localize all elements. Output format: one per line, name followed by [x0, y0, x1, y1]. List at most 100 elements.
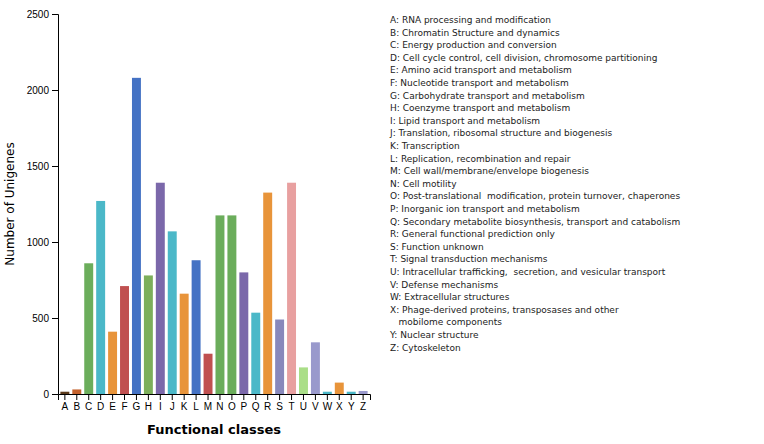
x-tick-label: Y — [348, 401, 355, 412]
x-tick: N — [216, 394, 223, 412]
y-tick-label: 1000 — [27, 237, 50, 248]
x-tick: R — [264, 394, 271, 412]
y-axis-line — [52, 15, 59, 395]
legend-line: Z: Cytoskeleton — [390, 343, 461, 353]
x-axis-title: Functional classes — [147, 422, 281, 437]
legend-line: E: Amino acid transport and metabolism — [390, 65, 572, 75]
bar — [84, 263, 93, 394]
x-tick-mark — [303, 394, 304, 400]
x-tick: K — [181, 394, 188, 412]
x-tick: Y — [348, 394, 355, 412]
legend-line: S: Function unknown — [390, 242, 484, 252]
legend-line: X: Phage-derived proteins, transposases … — [390, 305, 619, 315]
x-tick: H — [145, 394, 152, 412]
legend-line: A: RNA processing and modification — [390, 15, 551, 25]
bar — [180, 294, 189, 394]
legend-line: Q: Secondary metabolite biosynthesis, tr… — [390, 217, 680, 227]
bar — [359, 391, 368, 394]
x-tick-mark — [100, 394, 101, 400]
x-tick-label: M — [204, 401, 212, 412]
x-tick-label: P — [240, 401, 247, 412]
legend-line: U: Intracellular trafficking, secretion,… — [390, 267, 666, 277]
x-tick-mark — [255, 394, 256, 400]
x-tick-label: B — [73, 401, 80, 412]
x-tick-label: Q — [252, 401, 260, 412]
legend-line: mobilome components — [390, 317, 502, 327]
chart: 05001000150020002500ABCDEFGHIJKLMNOPQRST… — [0, 0, 764, 444]
y-tick-mark — [52, 90, 58, 91]
x-tick-mark — [124, 394, 125, 400]
x-tick: P — [240, 394, 247, 412]
y-tick: 1500 — [27, 161, 58, 172]
x-tick-mark — [172, 394, 173, 400]
x-tick: Z — [360, 394, 366, 412]
x-tick-label: A — [62, 401, 69, 412]
x-tick-mark — [267, 394, 268, 400]
bar — [335, 383, 344, 394]
bar — [347, 392, 356, 394]
x-tick-mark — [88, 394, 89, 400]
x-tick-mark — [363, 394, 364, 400]
x-tick-mark — [231, 394, 232, 400]
legend-line: G: Carbohydrate transport and metabolism — [390, 91, 585, 101]
x-tick-mark — [315, 394, 316, 400]
y-tick-label: 1500 — [27, 161, 50, 172]
x-tick: B — [73, 394, 80, 412]
y-tick-mark — [52, 242, 58, 243]
bar — [144, 275, 153, 394]
legend-line: V: Defense mechanisms — [390, 280, 498, 290]
x-tick: O — [228, 394, 236, 412]
legend-line: O: Post-translational modification, prot… — [390, 191, 680, 201]
y-tick-mark — [52, 14, 58, 15]
bar — [311, 342, 320, 394]
x-tick-label: H — [145, 401, 152, 412]
x-tick: Q — [252, 394, 260, 412]
legend-line: P: Inorganic ion transport and metabolis… — [390, 204, 580, 214]
y-tick: 1000 — [27, 237, 58, 248]
y-tick-label: 500 — [32, 313, 49, 324]
legend-line: M: Cell wall/membrane/envelope biogenesi… — [390, 166, 589, 176]
bar — [192, 260, 201, 394]
x-tick-label: I — [159, 401, 162, 412]
x-tick-label: D — [97, 401, 104, 412]
bar — [251, 313, 260, 394]
x-tick-mark — [112, 394, 113, 400]
legend-line: D: Cell cycle control, cell division, ch… — [390, 53, 657, 63]
bar — [72, 389, 81, 394]
bar — [275, 320, 284, 394]
y-axis: 05001000150020002500 — [27, 9, 59, 400]
x-tick: I — [159, 394, 162, 412]
legend-line: L: Replication, recombination and repair — [390, 154, 571, 164]
x-tick: F — [121, 394, 127, 412]
legend-line: C: Energy production and conversion — [390, 40, 557, 50]
x-tick-mark — [136, 394, 137, 400]
x-tick: C — [85, 394, 92, 412]
x-tick-label: U — [300, 401, 307, 412]
x-axis: ABCDEFGHIJKLMNOPQRSTUVWXYZ — [59, 394, 371, 412]
x-tick-label: F — [121, 401, 127, 412]
x-axis-line — [59, 395, 371, 401]
y-tick: 500 — [32, 313, 58, 324]
x-tick-mark — [327, 394, 328, 400]
legend-line: T: Signal transduction mechanisms — [389, 254, 548, 264]
x-tick: E — [109, 394, 116, 412]
x-tick: S — [276, 394, 283, 412]
y-tick-label: 2500 — [27, 9, 50, 20]
x-tick-label: N — [216, 401, 223, 412]
legend-line: F: Nucleotide transport and metabolism — [390, 78, 569, 88]
x-tick-mark — [148, 394, 149, 400]
legend-line: H: Coenzyme transport and metabolism — [390, 103, 570, 113]
legend-line: R: General functional prediction only — [390, 229, 556, 239]
x-tick-mark — [64, 394, 65, 400]
x-tick-label: V — [312, 401, 319, 412]
bar — [168, 231, 177, 394]
bar — [227, 215, 236, 394]
bar — [96, 201, 105, 394]
x-tick-mark — [291, 394, 292, 400]
bar — [60, 392, 69, 394]
bar — [108, 332, 117, 394]
x-tick-label: E — [109, 401, 116, 412]
x-tick-label: J — [170, 401, 175, 412]
x-tick-mark — [160, 394, 161, 400]
bar — [323, 392, 332, 394]
